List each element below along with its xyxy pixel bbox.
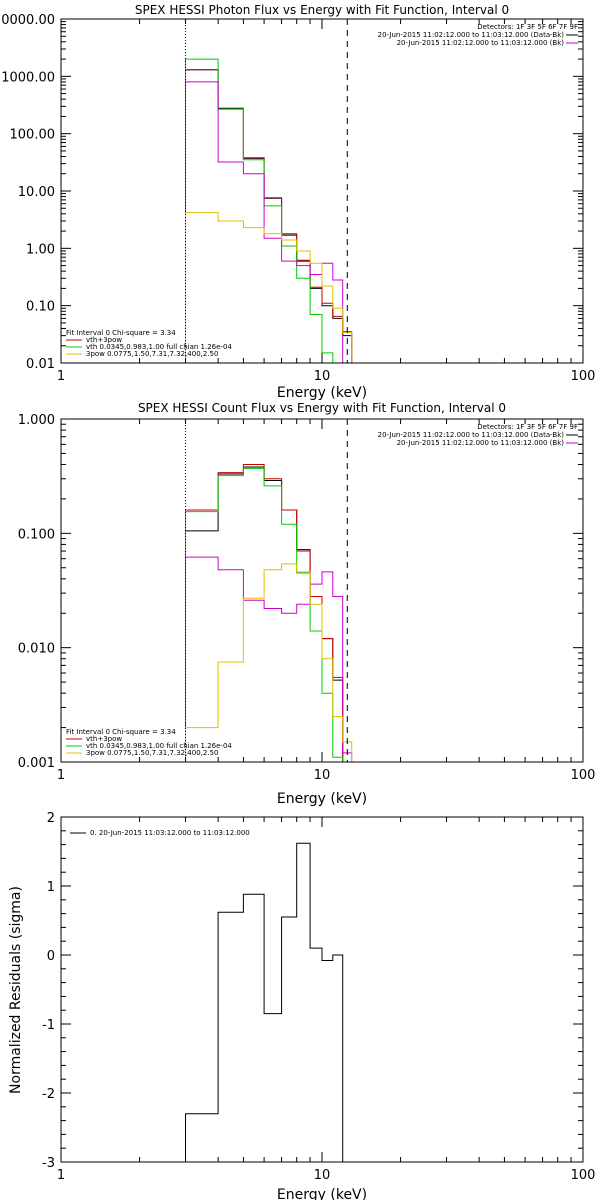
- series-line-0: [185, 842, 344, 1162]
- x-tick-label: 1: [57, 369, 65, 384]
- panel1-data-bk-text: 20-Jun-2015 11:02:12.000 to 11:03:12.000…: [378, 31, 565, 39]
- panel1-fit-vth3pow-text: vth+3pow: [86, 336, 122, 344]
- y-tick-label: 0: [47, 949, 55, 964]
- series-line-1: [185, 464, 344, 762]
- panel1-ticks: 1 10 100 0.01 0.10 1.00 10.00 100.00 1000.00 0000…: [1, 13, 595, 384]
- panel2-detectors-text: Detectors: 1F 3F 5F 6F 7F 9F: [477, 423, 578, 431]
- panel1-fit-vth-text: vth 0.0345,0.983,1.00 full chian 1.26e-0…: [86, 343, 232, 351]
- y-tick-label: 2: [47, 811, 55, 826]
- x-tick-label: 1: [57, 1168, 65, 1183]
- photon-flux-panel: SPEX HESSI Photon Flux vs Energy with Fi…: [1, 3, 595, 401]
- panel1-range-markers: [185, 19, 348, 363]
- y-tick-label: 1.000: [18, 413, 55, 428]
- series-line-4: [185, 563, 353, 762]
- series-line-4: [185, 212, 353, 363]
- panel1-fit-interval-text: Fit Interval 0 Chi-square = 3.34: [66, 329, 176, 337]
- panel1-x-axis-label: Energy (keV): [277, 385, 367, 401]
- panel3-plot-frame: [60, 816, 584, 1163]
- x-tick-label: 10: [314, 768, 331, 783]
- y-tick-label: -2: [42, 1087, 55, 1102]
- panel2-fit-legend: Fit Interval 0 Chi-square = 3.34 vth+3po…: [66, 728, 232, 757]
- x-tick-label: 10: [314, 1168, 331, 1183]
- panel3-legend-text: 0. 20-Jun-2015 11:03:12.000 to 11:03:12.…: [90, 829, 250, 837]
- panel3-legend: 0. 20-Jun-2015 11:03:12.000 to 11:03:12.…: [70, 829, 250, 837]
- y-tick-label: 0000.00: [1, 13, 55, 28]
- panel2-range-markers: [185, 419, 348, 762]
- panel1-fit-3pow-text: 3pow 0.0775,1.50,7.31,7.32,400,2.50: [86, 350, 218, 358]
- y-tick-label: 1: [47, 880, 55, 895]
- panel1-detectors-text: Detectors: 1F 3F 5F 6F 7F 9F: [477, 23, 578, 31]
- panel2-fit-interval-text: Fit Interval 0 Chi-square = 3.34: [66, 728, 176, 736]
- series-line-2: [185, 58, 334, 363]
- panel3-series-group: [185, 842, 344, 1162]
- panel2-fit-vth-text: vth 0.0345,0.983,1.00 full chian 1.26e-0…: [86, 742, 232, 750]
- panel1-info-legend: Detectors: 1F 3F 5F 6F 7F 9F 20-Jun-2015…: [378, 23, 578, 47]
- panel2-series-group: [185, 464, 353, 762]
- y-tick-label: 0.010: [18, 642, 55, 657]
- y-tick-label: 100.00: [10, 128, 56, 143]
- panel2-fit-3pow-text: 3pow 0.0775,1.50,7.31,7.32,400,2.50: [86, 749, 218, 757]
- x-tick-label: 100: [571, 768, 596, 783]
- series-line-2: [185, 467, 344, 762]
- y-tick-label: 1.00: [26, 242, 55, 257]
- y-tick-label: 10.00: [18, 185, 55, 200]
- panel1-series-group: [185, 58, 353, 363]
- panel1-plot-frame: [60, 18, 584, 364]
- x-tick-label: 100: [571, 369, 596, 384]
- series-line-1: [185, 69, 353, 363]
- panel2-ticks: 1 10 100 0.001 0.010 0.100 1.000: [18, 413, 596, 783]
- y-tick-label: 0.100: [18, 527, 55, 542]
- panel2-x-axis-label: Energy (keV): [277, 791, 367, 807]
- series-line-3: [185, 81, 344, 363]
- panel2-bk-text: 20-Jun-2015 11:02:12.000 to 11:03:12.000…: [397, 439, 565, 447]
- y-tick-label: -1: [42, 1018, 55, 1033]
- x-tick-label: 10: [314, 369, 331, 384]
- panel2-data-bk-text: 20-Jun-2015 11:02:12.000 to 11:03:12.000…: [378, 431, 565, 439]
- panel3-ticks: 1 10 100 -3 -2 -1 0 1 2: [42, 811, 595, 1183]
- series-line-3: [185, 556, 353, 762]
- panel2-fit-vth3pow-text: vth+3pow: [86, 735, 122, 743]
- x-tick-label: 100: [571, 1168, 596, 1183]
- panel1-bk-text: 20-Jun-2015 11:02:12.000 to 11:03:12.000…: [397, 39, 565, 47]
- panel2-plot-frame: [60, 418, 584, 763]
- y-tick-label: 0.001: [18, 756, 55, 771]
- panel3-y-axis-label: Normalized Residuals (sigma): [8, 886, 24, 1094]
- y-tick-label: 0.10: [26, 300, 55, 315]
- y-tick-label: 0.01: [26, 357, 55, 372]
- panel1-fit-legend: Fit Interval 0 Chi-square = 3.34 vth+3po…: [66, 329, 232, 358]
- panel1-title: SPEX HESSI Photon Flux vs Energy with Fi…: [135, 3, 509, 17]
- series-line-0: [185, 69, 353, 363]
- panel2-info-legend: Detectors: 1F 3F 5F 6F 7F 9F 20-Jun-2015…: [378, 423, 578, 447]
- y-tick-label: -3: [42, 1156, 55, 1171]
- y-tick-label: 1000.00: [1, 70, 55, 85]
- panel2-title: SPEX HESSI Count Flux vs Energy with Fit…: [138, 401, 506, 415]
- residuals-panel: Energy (keV) Normalized Residuals (sigma…: [8, 811, 595, 1200]
- panel3-x-axis-label: Energy (keV): [277, 1187, 367, 1200]
- count-flux-panel: SPEX HESSI Count Flux vs Energy with Fit…: [18, 401, 596, 807]
- x-tick-label: 1: [57, 768, 65, 783]
